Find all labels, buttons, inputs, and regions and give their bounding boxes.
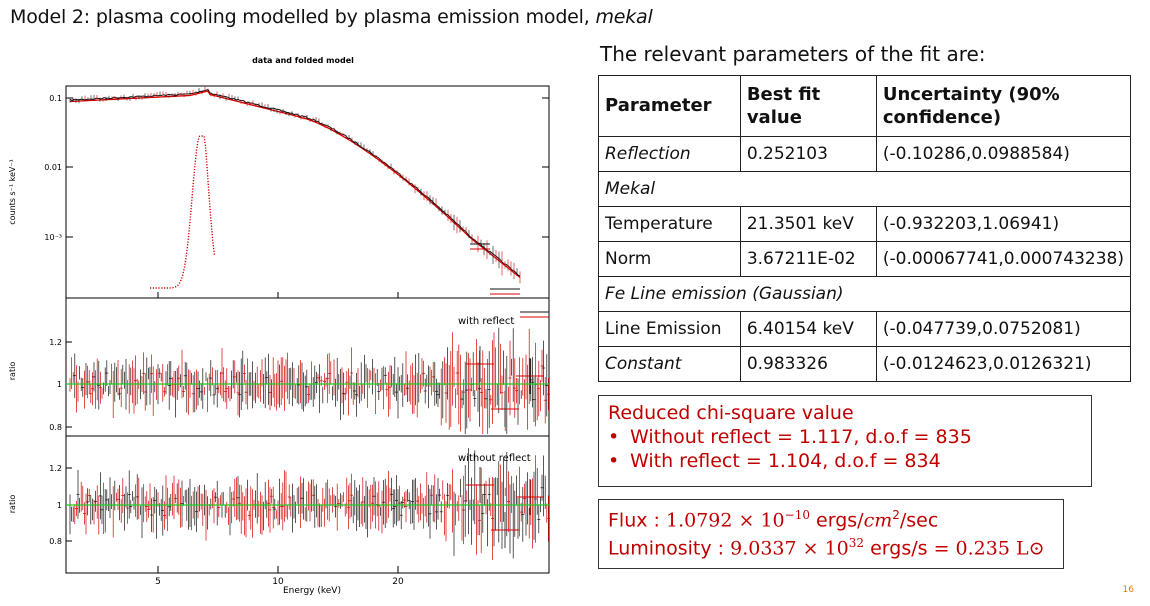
tick-1e-3: 10⁻³	[44, 233, 62, 242]
param-value: 0.252103	[739, 136, 877, 172]
lum-unit: ergs/s =	[864, 537, 956, 560]
slide-title: Model 2: plasma cooling modelled by plas…	[10, 6, 653, 28]
section-mekal: Mekal	[598, 171, 1131, 207]
param-name: Line Emission	[598, 311, 741, 347]
luminosity-line: Luminosity : 9.0337 × 1032 ergs/s = 0.23…	[608, 535, 1063, 563]
fe-line-gaussian	[150, 135, 216, 289]
param-uncertainty: (-0.0124623,0.0126321)	[875, 346, 1132, 382]
figure-title: data and folded model	[252, 56, 354, 65]
param-uncertainty: (-0.10286,0.0988584)	[875, 136, 1132, 172]
p3-tick-1: 1	[57, 501, 62, 510]
bullet: •	[608, 426, 620, 448]
table-row: Reflection 0.252103 (-0.10286,0.0988584)	[598, 136, 1132, 172]
chi-with: With reflect = 1.104, d.o.f = 834	[630, 450, 941, 472]
spectrum-figure: data and folded model 0.1 0.01 10⁻³ coun…	[8, 56, 550, 596]
param-value: 3.67211E-02	[739, 241, 877, 277]
param-value: 6.40154 keV	[739, 311, 877, 347]
chi-with-row: • With reflect = 1.104, d.o.f = 834	[608, 450, 1091, 472]
param-name: Reflection	[598, 136, 741, 172]
p3-tick-0-8: 0.8	[49, 537, 62, 546]
header-best-fit: Best fit value	[739, 75, 877, 137]
flux-unit: ergs/	[809, 509, 864, 532]
p2-tick-1: 1	[57, 380, 62, 389]
ratio-with-data	[69, 327, 550, 434]
flux-label: Flux :	[608, 509, 666, 532]
lum-exponent: 32	[848, 535, 865, 550]
flux-unit-exponent: 2	[892, 508, 900, 522]
panel3-ylabel: ratio	[8, 495, 17, 514]
x-axis-label: Energy (keV)	[283, 586, 341, 596]
ratio-without-data	[69, 448, 550, 560]
table-section-row: Fe Line emission (Gaussian)	[598, 276, 1131, 312]
flux-line: Flux : 1.0792 × 10−10 ergs/cm2/sec	[608, 507, 1063, 535]
chi-without-row: • Without reflect = 1.117, d.o.f = 835	[608, 426, 1091, 448]
param-name: Norm	[598, 241, 741, 277]
p2-tick-1-2: 1.2	[49, 338, 62, 347]
page-number: 16	[1122, 585, 1134, 595]
table-row: Constant 0.983326 (-0.0124623,0.0126321)	[598, 346, 1132, 382]
param-name: Temperature	[598, 206, 741, 242]
flux-value: 1.0792 × 10	[665, 509, 785, 532]
panel2-label: with reflect	[458, 316, 514, 327]
tick-0-01: 0.01	[44, 163, 62, 172]
table-row: Norm 3.67211E-02 (-0.00067741,0.00074323…	[598, 241, 1132, 277]
section-fe-line: Fe Line emission (Gaussian)	[598, 276, 1131, 312]
title-italic: mekal	[595, 6, 653, 28]
chi-title: Reduced chi-square value	[608, 402, 854, 424]
lum-label: Luminosity :	[608, 537, 731, 560]
x-tick-10: 10	[272, 577, 284, 587]
header-parameter: Parameter	[598, 75, 741, 137]
header-uncertainty: Uncertainty (90% confidence)	[875, 75, 1132, 137]
fit-parameters-table: Parameter Best fit value Uncertainty (90…	[598, 75, 1132, 382]
x-tick-20: 20	[392, 577, 404, 587]
panel3-label: without reflect	[458, 453, 531, 464]
param-value: 0.983326	[739, 346, 877, 382]
chi-square-box: Reduced chi-square value • Without reflec…	[598, 395, 1092, 487]
flux-luminosity-box: Flux : 1.0792 × 10−10 ergs/cm2/sec Lumin…	[598, 499, 1064, 569]
param-uncertainty: (-0.00067741,0.000743238)	[875, 241, 1132, 277]
p3-tick-1-2: 1.2	[49, 464, 62, 473]
table-header-row: Parameter Best fit value Uncertainty (90…	[598, 75, 1132, 137]
chi-without: Without reflect = 1.117, d.o.f = 835	[630, 426, 972, 448]
param-uncertainty: (-0.047739,0.0752081)	[875, 311, 1132, 347]
param-value: 21.3501 keV	[739, 206, 877, 242]
table-row: Temperature 21.3501 keV (-0.932203,1.069…	[598, 206, 1132, 242]
param-name: Constant	[598, 346, 741, 382]
table-section-row: Mekal	[598, 171, 1131, 207]
x-tick-5: 5	[155, 577, 161, 587]
flux-exponent: −10	[784, 508, 810, 522]
tick-0-1: 0.1	[49, 94, 62, 103]
table-row: Line Emission 6.40154 keV (-0.047739,0.0…	[598, 311, 1132, 347]
panel1-ylabel: counts s⁻¹ keV⁻¹	[8, 159, 17, 225]
panel2-ylabel: ratio	[8, 362, 17, 381]
p2-tick-0-8: 0.8	[49, 423, 62, 432]
model-red-curve	[69, 90, 521, 279]
lum-solar: 0.235 L⊙	[955, 537, 1045, 560]
lum-value: 9.0337 × 10	[730, 537, 849, 560]
param-uncertainty: (-0.932203,1.06941)	[875, 206, 1132, 242]
flux-unit-cm: cm	[863, 509, 893, 532]
flux-unit-sec: /sec	[899, 509, 939, 532]
bullet: •	[608, 450, 620, 472]
title-text: Model 2: plasma cooling modelled by plas…	[10, 6, 590, 28]
spectrum-data	[69, 86, 549, 318]
params-heading: The relevant parameters of the fit are:	[600, 42, 986, 66]
